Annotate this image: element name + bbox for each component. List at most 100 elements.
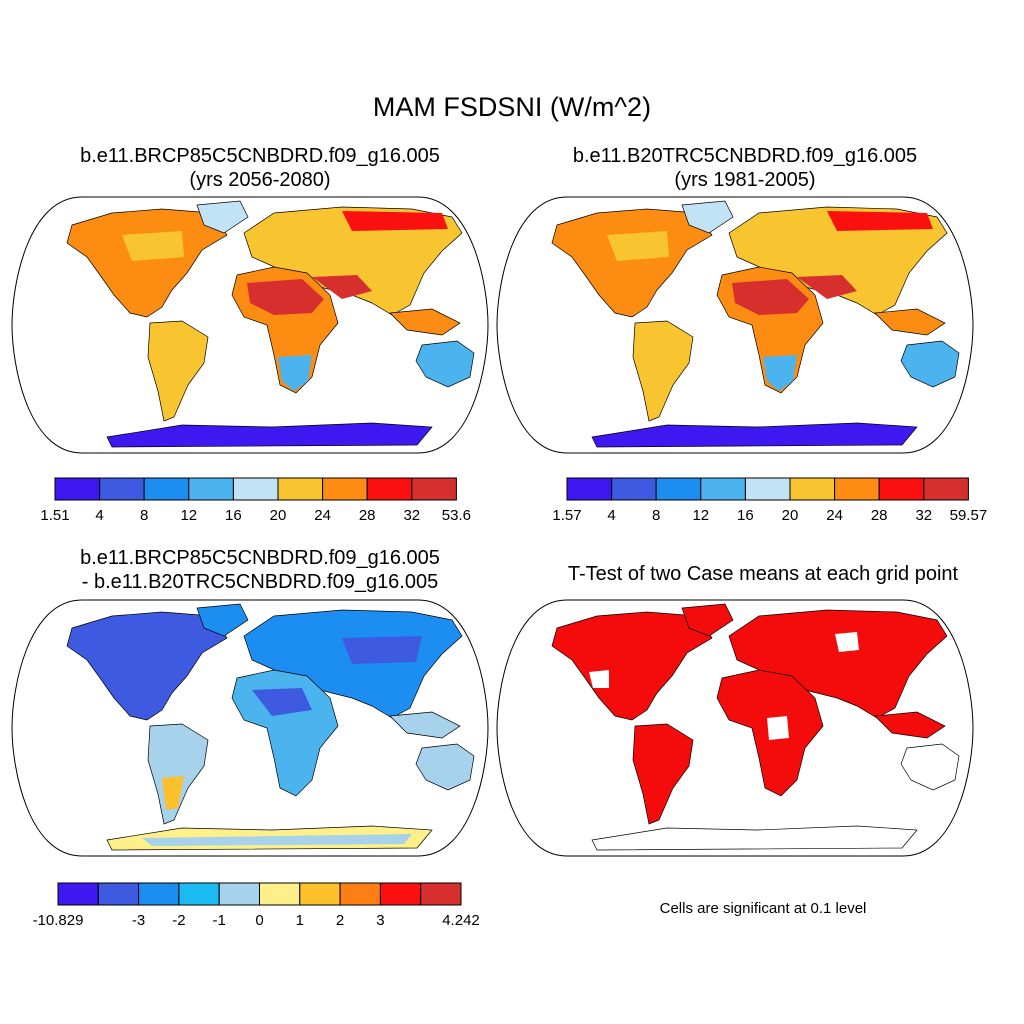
colorbar-box (789, 477, 836, 501)
antarctica-landmass (591, 825, 918, 851)
africa-landmass (231, 669, 339, 797)
south-america-landmass (632, 320, 694, 422)
antarctica-inner (142, 834, 412, 846)
panel-d-title-line1: T-Test of two Case means at each grid po… (567, 563, 959, 585)
south-america-landmass (632, 723, 694, 825)
land-layer (551, 200, 960, 448)
panel-b-title-line1: b.e11.B20TRC5CNBDRD.f09_g16.005 (572, 145, 918, 167)
colorbar-box (700, 477, 746, 501)
colorbar-tick-label: 32 (915, 507, 932, 524)
colorbar-c: -10.829 -3 -2 -1 0 1 2 3 4.242 (33, 882, 480, 929)
australia-landmass (900, 743, 960, 791)
colorbar-tick-label: -2 (172, 912, 185, 929)
colorbar-box (232, 477, 279, 501)
map-frame (11, 599, 489, 857)
land-layer (551, 603, 960, 851)
north-america-east (607, 231, 669, 261)
north-america-east (122, 231, 184, 261)
colorbar-tick-label: 1.57 (552, 507, 581, 524)
colorbar-tick-label: 32 (403, 507, 420, 524)
panel-c-title-line2: - b.e11.B20TRC5CNBDRD.f09_g16.005 (81, 571, 439, 593)
colorbar-box (611, 477, 657, 501)
southern-africa-cool (763, 355, 797, 391)
sig-gap-africa (767, 716, 789, 740)
colorbar-tick-label: 8 (140, 507, 148, 524)
colorbar-tick-label: 20 (782, 507, 799, 524)
southern-africa-cool (278, 355, 312, 391)
arabia-hotspot (797, 275, 857, 299)
panel-a-title-line2: (yrs 2056-2080) (189, 169, 331, 191)
colorbar-box (744, 477, 791, 501)
colorbar-box (566, 477, 613, 501)
colorbar-box (923, 477, 969, 501)
colorbar-tick-label: 24 (314, 507, 331, 524)
colorbar-tick-label: -1 (213, 912, 226, 929)
maritime-asia-landmass (389, 308, 461, 336)
colorbar-box (178, 882, 220, 906)
north-america-landmass (551, 208, 713, 318)
map-panel-d (496, 599, 974, 857)
sahara-hotspot (247, 279, 324, 315)
colorbar-tick-label: 53.6 (442, 507, 471, 524)
colorbar-box (218, 882, 260, 906)
australia-landmass (415, 340, 475, 388)
australia-landmass (415, 743, 475, 791)
south-america-warm (162, 776, 184, 810)
colorbar-tick-label: 12 (180, 507, 197, 524)
colorbar-tick-label: -10.829 (33, 912, 84, 929)
colorbar-box (411, 477, 457, 501)
colorbar-box (277, 477, 324, 501)
colorbar-box (379, 882, 422, 906)
colorbar-box (259, 882, 301, 906)
panel-b-title-line2: (yrs 1981-2005) (674, 169, 816, 191)
colorbar-box (878, 477, 925, 501)
colorbar-box (322, 477, 368, 501)
map-frame (11, 196, 489, 454)
greenland-landmass (681, 200, 734, 234)
asia-deep (342, 636, 422, 664)
colorbar-tick-label: 12 (692, 507, 709, 524)
greenland-landmass (681, 603, 734, 637)
land-layer (66, 200, 475, 448)
colorbar-box (366, 477, 413, 501)
sig-gap-asia (835, 632, 859, 652)
map-frame (496, 599, 974, 857)
sahara-deep (252, 688, 312, 716)
north-america-landmass (66, 611, 228, 721)
colorbar-tick-label: 28 (359, 507, 376, 524)
colorbar-box (143, 477, 190, 501)
colorbar-tick-label: 1.51 (40, 507, 69, 524)
colorbar-box (54, 477, 101, 501)
colorbar-tick-label: -3 (132, 912, 145, 929)
north-america-landmass (551, 611, 713, 721)
colorbar-tick-label: 20 (270, 507, 287, 524)
colorbar-tick-label: 8 (652, 507, 660, 524)
colorbar-a: 1.51 4 8 12 16 20 24 28 32 53.6 (40, 477, 471, 524)
colorbar-box (138, 882, 180, 906)
map-panel-b (496, 196, 974, 454)
south-america-landmass (147, 723, 209, 825)
colorbar-tick-label: 3 (376, 912, 384, 929)
significance-note: Cells are significant at 0.1 level (659, 900, 867, 917)
sig-gap-america (589, 670, 609, 688)
colorbar-tick-label: 16 (737, 507, 754, 524)
colorbar-box (99, 477, 145, 501)
panel-c-title: b.e11.BRCP85C5CNBDRD.f09_g16.005 - b.e11… (30, 546, 490, 594)
colorbar-tick-label: 28 (871, 507, 888, 524)
maritime-asia-landmass (874, 711, 946, 739)
siberia-warm (342, 211, 448, 231)
maritime-asia-landmass (874, 308, 946, 336)
colorbar-tick-label: 4 (95, 507, 103, 524)
colorbar-tick-label: 24 (826, 507, 843, 524)
north-america-landmass (66, 208, 228, 318)
land-layer (66, 603, 475, 851)
antarctica-landmass (591, 422, 918, 448)
colorbar-tick-label: 1 (296, 912, 304, 929)
arabia-hotspot (312, 275, 372, 299)
colorbar-tick-label: 16 (225, 507, 242, 524)
sahara-hotspot (732, 279, 809, 315)
panel-b-title: b.e11.B20TRC5CNBDRD.f09_g16.005 (yrs 198… (515, 144, 975, 192)
colorbar-box (834, 477, 880, 501)
colorbar-box (97, 882, 140, 906)
panel-c-title-line1: b.e11.BRCP85C5CNBDRD.f09_g16.005 (80, 547, 440, 569)
